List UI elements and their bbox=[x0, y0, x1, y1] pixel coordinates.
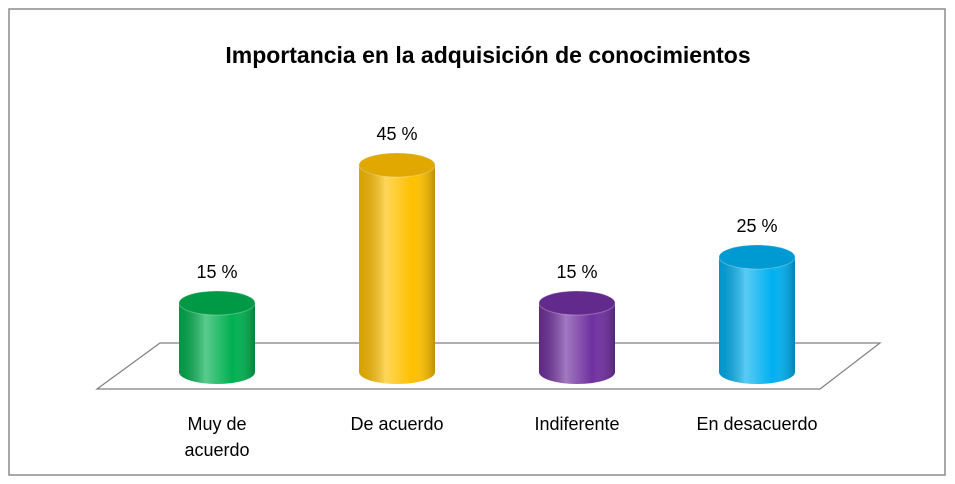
bar-shade bbox=[719, 257, 795, 372]
bar-top bbox=[358, 152, 436, 178]
value-label: 15 % bbox=[556, 262, 597, 282]
floor bbox=[95, 342, 882, 390]
value-label: 15 % bbox=[196, 262, 237, 282]
bar-shade bbox=[359, 165, 435, 372]
bar-top bbox=[178, 290, 256, 316]
x-tick-label: De acuerdo bbox=[350, 414, 444, 434]
bar-top-shade bbox=[719, 245, 795, 269]
bar-top-shade bbox=[539, 291, 615, 315]
chart-title: Importancia en la adquisición de conocim… bbox=[225, 42, 750, 68]
value-label: 45 % bbox=[376, 124, 417, 144]
bar-top bbox=[538, 290, 616, 316]
x-tick-label: Indiferente bbox=[534, 414, 620, 434]
x-tick-label: Muy de acuerdo bbox=[184, 414, 250, 460]
value-label: 25 % bbox=[736, 216, 777, 236]
bar-top-shade bbox=[359, 153, 435, 177]
bar-top-shade bbox=[179, 291, 255, 315]
chart-frame bbox=[8, 8, 946, 476]
x-tick-label: En desacuerdo bbox=[696, 414, 818, 434]
bar-top bbox=[718, 244, 796, 270]
